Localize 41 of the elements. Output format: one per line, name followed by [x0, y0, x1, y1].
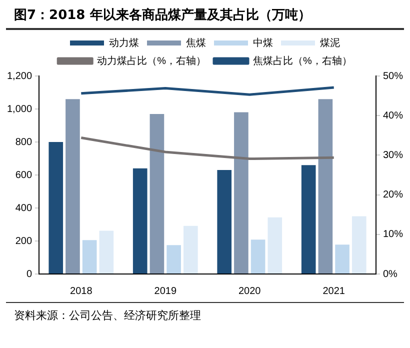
bar — [217, 170, 232, 274]
y2-tick-label: 20% — [382, 190, 404, 201]
bar — [352, 216, 366, 274]
bar — [318, 99, 333, 274]
x-tick-label: 2021 — [322, 286, 346, 297]
bar — [301, 165, 316, 274]
legend-label: 焦煤占比（%，右轴） — [253, 54, 352, 67]
legend-label: 焦煤 — [186, 36, 206, 49]
y-tick-label: 800 — [15, 136, 32, 148]
bar — [335, 244, 350, 274]
bar — [166, 245, 181, 274]
x-tick-label: 2018 — [70, 286, 93, 297]
legend-label: 中煤 — [253, 36, 273, 49]
bar — [132, 168, 148, 274]
legend-label: 动力煤 — [109, 36, 139, 49]
chart-title: 图7：2018 年以来各商品煤产量及其占比（万吨） — [6, 0, 404, 30]
bar — [66, 99, 80, 274]
x-tick-label: 2020 — [238, 286, 262, 297]
y2-tick-label: 50% — [382, 70, 404, 82]
bar — [234, 112, 248, 274]
bar — [48, 142, 64, 274]
bar — [183, 226, 198, 274]
y2-tick-label: 10% — [382, 229, 404, 240]
y2-tick-label: 40% — [382, 110, 404, 122]
text: 资料来源：公司公告、经济研究所整理 — [6, 302, 404, 328]
legend-label: 煤泥 — [320, 36, 340, 49]
y-tick-label: 1,200 — [6, 70, 32, 82]
y2-tick-label: 0% — [382, 268, 398, 280]
x-tick-label: 2019 — [154, 286, 177, 297]
bar — [150, 114, 164, 274]
legend-label: 动力煤占比（%，右轴） — [97, 54, 206, 67]
bar — [99, 230, 114, 274]
y-tick-label: 0 — [26, 268, 32, 280]
y-tick-label: 400 — [15, 202, 32, 214]
y2-tick-label: 30% — [382, 150, 404, 161]
bar — [250, 240, 266, 274]
bar — [268, 217, 282, 274]
y-tick-label: 1,000 — [6, 104, 32, 115]
bar — [82, 240, 97, 274]
y-tick-label: 200 — [15, 236, 32, 247]
y-tick-label: 600 — [15, 170, 32, 181]
